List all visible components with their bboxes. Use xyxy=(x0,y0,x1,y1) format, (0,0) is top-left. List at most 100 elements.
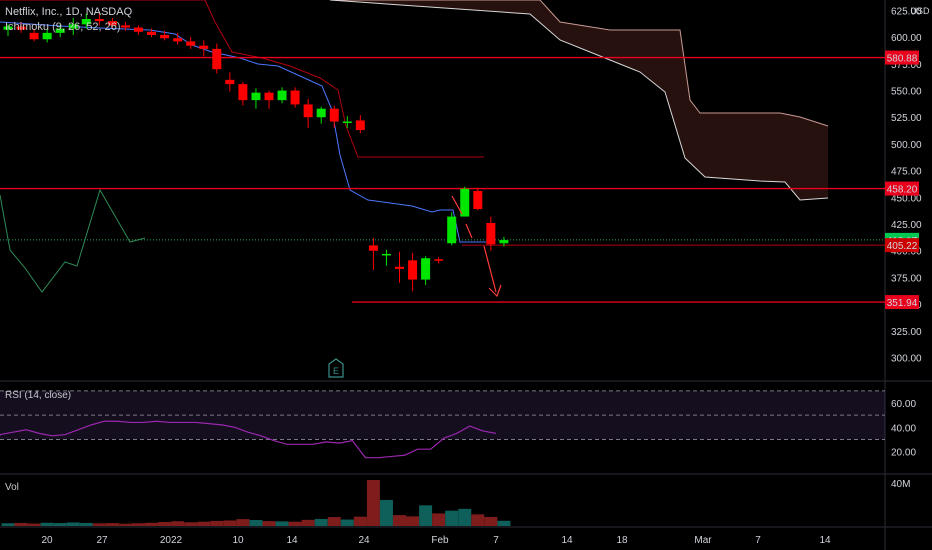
volume-bar-31 xyxy=(406,516,420,526)
volume-bar-3 xyxy=(40,522,54,526)
candle-body-0 xyxy=(3,26,13,30)
level-badge-351.94: 351.94 xyxy=(887,298,918,309)
candle-body-29 xyxy=(381,253,391,256)
rsi-tick-60: 60.00 xyxy=(891,399,916,410)
volume-bar-20 xyxy=(262,521,276,526)
price-tick-425: 425.00 xyxy=(891,220,922,231)
candle-body-30 xyxy=(395,266,404,269)
candle-body-37 xyxy=(486,222,496,245)
volume-bar-37 xyxy=(484,516,498,526)
kijun-price-badge-bg xyxy=(885,238,919,253)
earnings-marker-label: E xyxy=(333,366,339,376)
volume-bar-17 xyxy=(223,520,237,526)
senkou-span-b-line xyxy=(329,0,829,201)
candle-body-28 xyxy=(368,245,378,251)
candle-body-25 xyxy=(329,108,339,122)
rsi-tick-40: 40.00 xyxy=(891,423,916,434)
time-tick-Mar-10: Mar xyxy=(694,535,712,546)
price-tick-375: 375.00 xyxy=(891,273,922,284)
candle-body-31 xyxy=(408,260,418,280)
volume-bar-13 xyxy=(171,521,185,526)
volume-bar-25 xyxy=(327,517,341,526)
level-badge-458.20: 458.20 xyxy=(887,185,918,196)
candle-body-3 xyxy=(42,32,52,40)
volume-bar-38 xyxy=(497,520,511,526)
volume-bar-8 xyxy=(105,523,119,526)
volume-bar-22 xyxy=(288,521,302,526)
price-tick-475: 475.00 xyxy=(891,167,922,178)
volume-bar-21 xyxy=(275,521,289,526)
projection-arrow-head xyxy=(488,284,502,298)
level-badge-351.94-bg xyxy=(885,295,919,310)
time-tick-18-9: 18 xyxy=(616,535,628,546)
ichimoku-indicator-label[interactable]: Ichimoku (9, 26, 52, 26) xyxy=(5,21,121,33)
candle-body-18 xyxy=(238,84,248,101)
volume-bar-2 xyxy=(27,523,41,526)
volume-bar-11 xyxy=(145,522,159,526)
candle-body-23 xyxy=(303,104,313,118)
earnings-marker: E xyxy=(328,358,344,378)
volume-bar-19 xyxy=(249,520,263,526)
price-tick-625: 625.00 xyxy=(891,6,922,17)
rsi-line xyxy=(0,420,497,459)
kijun-price-badge: 405.22 xyxy=(887,241,918,252)
volume-bar-15 xyxy=(197,521,211,526)
candle-body-36 xyxy=(473,190,483,210)
candle-body-16 xyxy=(212,48,222,70)
price-tick-600: 600.00 xyxy=(891,33,922,44)
volume-pane-label[interactable]: Vol xyxy=(5,482,19,493)
volume-bar-9 xyxy=(118,523,132,526)
candle-body-32 xyxy=(421,258,431,280)
volume-bar-27 xyxy=(353,516,367,526)
chikou-span-line xyxy=(0,188,146,293)
price-tick-500: 500.00 xyxy=(891,140,922,151)
time-tick-24-5: 24 xyxy=(358,535,370,546)
currency-label: USD xyxy=(910,6,930,16)
volume-bar-29 xyxy=(379,499,393,526)
volume-bar-26 xyxy=(340,519,354,526)
candle-body-38 xyxy=(499,240,509,244)
candle-body-10 xyxy=(134,27,143,32)
candle-body-17 xyxy=(225,79,235,85)
price-tick-325: 325.00 xyxy=(891,327,922,338)
candle-body-24 xyxy=(316,108,326,118)
candle-body-4 xyxy=(55,28,65,33)
rsi-pane-label[interactable]: RSI (14, close) xyxy=(5,390,72,401)
candle-body-7 xyxy=(94,18,104,22)
level-badge-580.88-bg xyxy=(885,50,919,65)
candle-body-27 xyxy=(355,120,365,131)
candle-body-13 xyxy=(173,38,183,42)
candle-body-33 xyxy=(434,259,444,261)
volume-bar-34 xyxy=(445,510,459,526)
volume-bar-33 xyxy=(432,513,446,526)
volume-bar-28 xyxy=(366,480,380,526)
price-tick-550: 550.00 xyxy=(891,87,922,98)
time-tick-14-12: 14 xyxy=(819,535,831,546)
time-tick-14-8: 14 xyxy=(561,535,573,546)
volume-bar-32 xyxy=(419,505,433,526)
level-badge-580.88: 580.88 xyxy=(887,54,918,65)
volume-bar-4 xyxy=(53,523,67,526)
candle-body-26 xyxy=(342,121,352,124)
time-tick-7-7: 7 xyxy=(493,535,499,546)
time-tick-14-4: 14 xyxy=(286,535,298,546)
volume-bar-23 xyxy=(301,519,315,526)
candle-body-9 xyxy=(120,25,130,28)
volume-bar-6 xyxy=(79,522,93,526)
candle-body-8 xyxy=(107,21,117,26)
volume-bar-16 xyxy=(210,520,224,526)
candle-body-34 xyxy=(447,216,457,244)
rsi-tick-20: 20.00 xyxy=(891,448,916,459)
volume-bar-35 xyxy=(458,508,472,526)
ichimoku-cloud xyxy=(330,0,828,200)
candle-body-1 xyxy=(16,26,26,30)
tenkan-sen-line xyxy=(0,21,486,243)
candle-body-22 xyxy=(290,90,300,105)
candle-body-14 xyxy=(186,41,196,46)
earnings-marker-shape xyxy=(328,358,344,378)
time-tick-10-3: 10 xyxy=(232,535,244,546)
time-tick-7-11: 7 xyxy=(755,535,761,546)
candle-body-11 xyxy=(147,31,157,35)
time-tick-27-1: 27 xyxy=(96,535,108,546)
